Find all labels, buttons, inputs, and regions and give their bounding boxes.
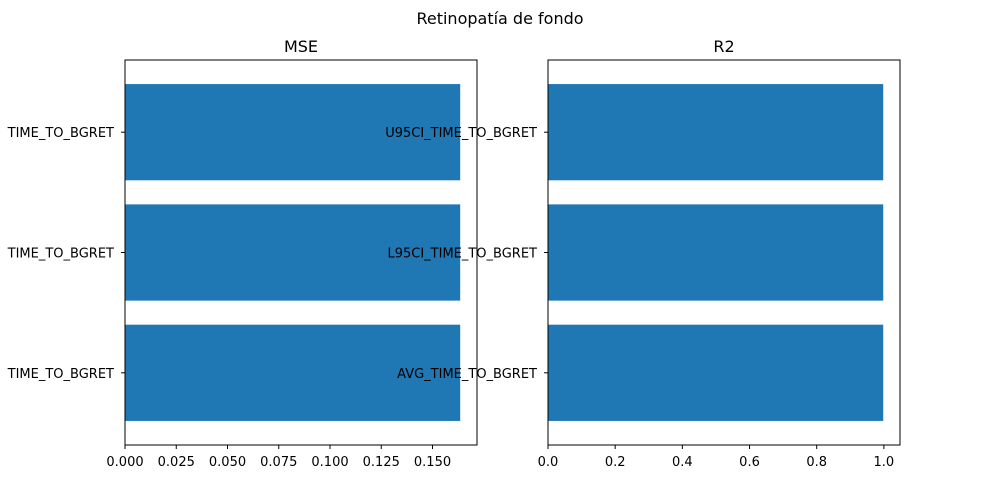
x-tick-label: 0.050 [209,455,246,470]
x-tick-label: 0.100 [311,455,348,470]
x-tick-label: 0.025 [158,455,195,470]
bar [548,84,884,181]
bar [125,324,461,421]
x-tick-label: 0.2 [605,455,626,470]
x-tick-label: 0.0 [538,455,559,470]
x-tick-label: 0.6 [739,455,760,470]
chart-title: R2 [713,37,734,56]
y-tick-label: TIME_TO_BGRET [7,367,114,382]
y-tick-label: U95CI_TIME_TO_BGRET [385,126,537,141]
figure-title: Retinopatía de fondo [416,9,583,28]
chart-title: MSE [284,37,318,56]
x-tick-label: 0.125 [363,455,400,470]
y-tick-label: TIME_TO_BGRET [7,126,114,141]
x-tick-label: 0.075 [260,455,297,470]
chart-panel-2: 0.0 0.2 0.4 0.6 0.8 1.0 AVG_TIME_TO_BGRET L95CI… [385,37,901,470]
bar [125,84,461,181]
x-tick-label: 0.000 [106,455,143,470]
charts: 0.000 0.025 0.050 0.075 0.100 0.125 0.150 TIME_… [7,37,901,470]
bar [125,204,461,301]
y-tick-label: TIME_TO_BGRET [7,247,114,262]
x-tick-label: 0.8 [806,455,827,470]
bar [548,204,884,301]
bar [548,324,884,421]
x-tick-label: 1.0 [874,455,895,470]
chart-panel-1: 0.000 0.025 0.050 0.075 0.100 0.125 0.150 TIME_… [7,37,478,470]
x-tick-label: 0.4 [672,455,693,470]
x-tick-label: 0.150 [414,455,451,470]
y-tick-label: L95CI_TIME_TO_BGRET [387,247,537,262]
y-tick-label: AVG_TIME_TO_BGRET [397,367,537,382]
